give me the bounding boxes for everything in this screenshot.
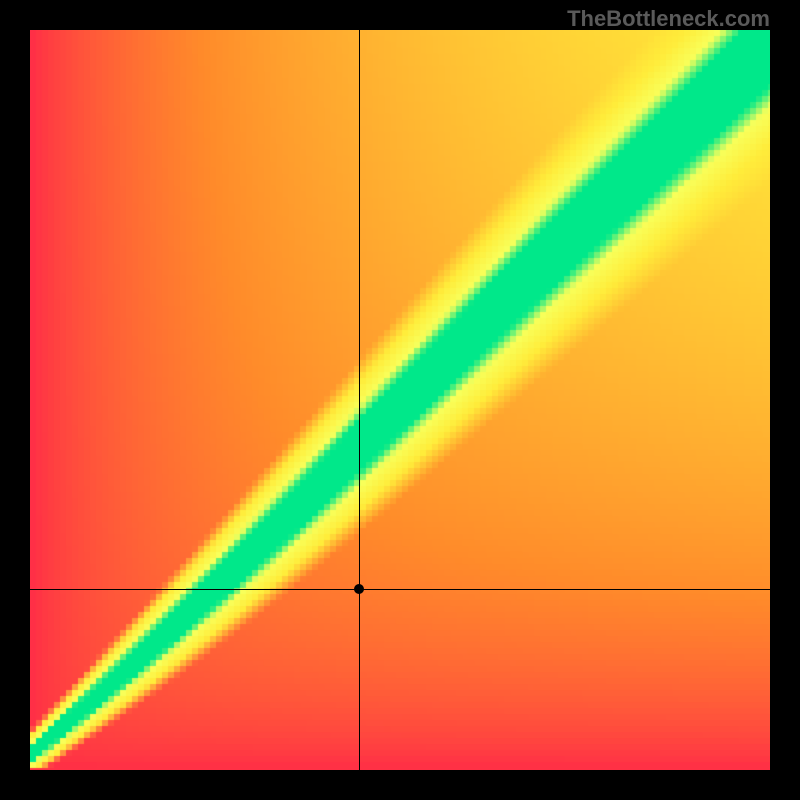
plot-area: [30, 30, 770, 770]
chart-container: TheBottleneck.com: [0, 0, 800, 800]
watermark-text: TheBottleneck.com: [567, 6, 770, 32]
heatmap-canvas: [30, 30, 770, 770]
crosshair-horizontal: [30, 589, 770, 590]
crosshair-vertical: [359, 30, 360, 770]
crosshair-marker: [354, 584, 364, 594]
